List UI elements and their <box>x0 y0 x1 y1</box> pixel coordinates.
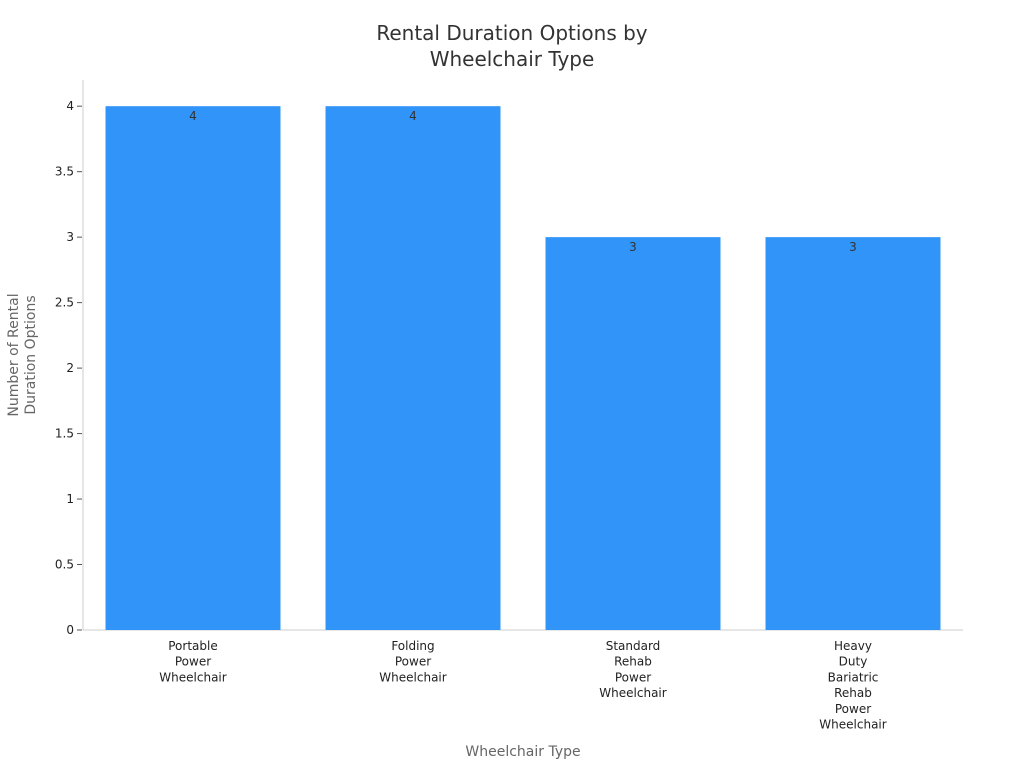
x-tick-label-line: Power <box>175 655 211 669</box>
x-tick-label-line: Power <box>835 702 871 716</box>
bar-value-label: 3 <box>629 240 637 254</box>
x-tick-label-line: Wheelchair <box>599 686 666 700</box>
x-tick-label-line: Heavy <box>834 639 872 653</box>
x-tick-label-line: Power <box>395 655 431 669</box>
x-tick-label-line: Wheelchair <box>379 670 446 684</box>
y-tick-label: 2 <box>66 361 74 375</box>
x-axis-title: Wheelchair Type <box>465 744 580 760</box>
bar <box>105 106 281 630</box>
bar <box>765 237 941 630</box>
x-tick-label: Standard Rehab Power Wheelchair <box>599 639 666 700</box>
x-tick-label-line: Portable <box>168 639 217 653</box>
bar <box>325 106 501 630</box>
bar-value-label: 3 <box>849 240 857 254</box>
y-tick-label: 1 <box>66 492 74 506</box>
x-tick-label-line: Duty <box>839 655 868 669</box>
y-axis-title: Number of Rental Duration Options <box>6 293 39 416</box>
x-tick-label-line: Wheelchair <box>159 670 226 684</box>
chart-title-line-2: Wheelchair Type <box>430 47 595 71</box>
x-tick-label-line: Wheelchair <box>819 718 886 732</box>
x-tick-label-line: Standard <box>606 639 661 653</box>
y-tick-label: 2.5 <box>55 296 74 310</box>
y-axis-title-line-1: Number of Rental <box>6 293 22 416</box>
bar-value-label: 4 <box>189 109 197 123</box>
y-tick-label: 0 <box>66 623 74 637</box>
y-tick-label: 0.5 <box>55 558 74 572</box>
x-tick-label: Portable Power Wheelchair <box>159 639 226 684</box>
y-tick-label: 3 <box>66 230 74 244</box>
bar <box>545 237 721 630</box>
y-axis-title-line-2: Duration Options <box>23 295 39 414</box>
y-tick-label: 4 <box>66 99 74 113</box>
bar-value-label: 4 <box>409 109 417 123</box>
chart-title-line-1: Rental Duration Options by <box>376 21 647 45</box>
y-tick-label: 1.5 <box>55 427 74 441</box>
x-tick-label-line: Power <box>615 670 651 684</box>
y-tick-label: 3.5 <box>55 165 74 179</box>
x-tick-label-line: Rehab <box>614 655 652 669</box>
x-tick-label: Heavy Duty Bariatric Rehab Power Wheelchair <box>819 639 886 732</box>
x-tick-label: Folding Power Wheelchair <box>379 639 446 684</box>
x-tick-label-line: Folding <box>391 639 434 653</box>
x-tick-label-line: Bariatric <box>828 670 879 684</box>
x-tick-label-line: Rehab <box>834 686 872 700</box>
